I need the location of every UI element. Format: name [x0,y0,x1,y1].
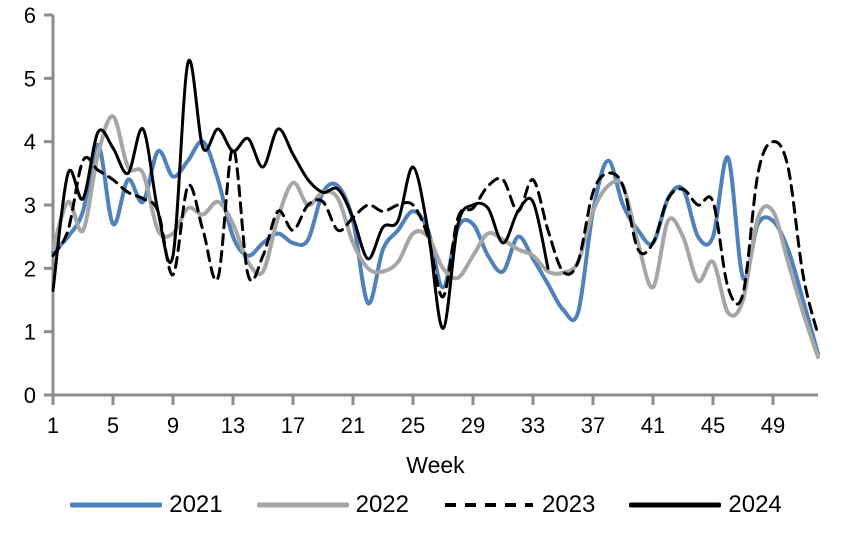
legend-line-sample-2021 [70,502,163,508]
x-tick-label: 29 [461,413,485,438]
y-tick-label: 4 [24,130,36,155]
y-tick-label: 6 [24,3,36,28]
legend-item-2023: 2023 [443,491,595,519]
y-tick-label: 5 [24,66,36,91]
y-tick-label: 2 [24,256,36,281]
legend-item-2024: 2024 [629,491,782,519]
x-tick-label: 37 [581,413,605,438]
series-line-2022 [51,114,820,359]
legend-label-2023: 2023 [542,491,596,518]
x-tick-label: 9 [167,413,179,438]
series-line-2023 [51,140,820,337]
y-tick-label: 0 [24,383,36,408]
legend-label-2022: 2022 [355,491,409,518]
legend: 2021 2022 2023 2024 [0,491,852,519]
legend-item-2021: 2021 [70,491,223,519]
legend-line-sample-2022 [256,502,349,508]
legend-label-2021: 2021 [169,491,223,518]
x-tick-label: 41 [641,413,665,438]
x-tick-label: 1 [47,413,59,438]
x-tick-label: 17 [281,413,305,438]
series-line-2024 [51,58,550,331]
x-axis-title: Week [406,452,465,478]
x-tick-label: 21 [341,413,365,438]
legend-item-2022: 2022 [256,491,409,519]
x-tick-label: 5 [107,413,119,438]
legend-label-2024: 2024 [728,491,782,518]
x-tick-label: 13 [221,413,245,438]
x-tick-label: 33 [521,413,545,438]
y-tick-label: 3 [24,193,36,218]
x-tick-label: 45 [701,413,725,438]
x-tick-label: 25 [401,413,425,438]
y-tick-label: 1 [24,320,36,345]
legend-line-sample-2023 [445,503,533,507]
x-tick-label: 49 [761,413,785,438]
legend-line-sample-2024 [629,502,722,508]
